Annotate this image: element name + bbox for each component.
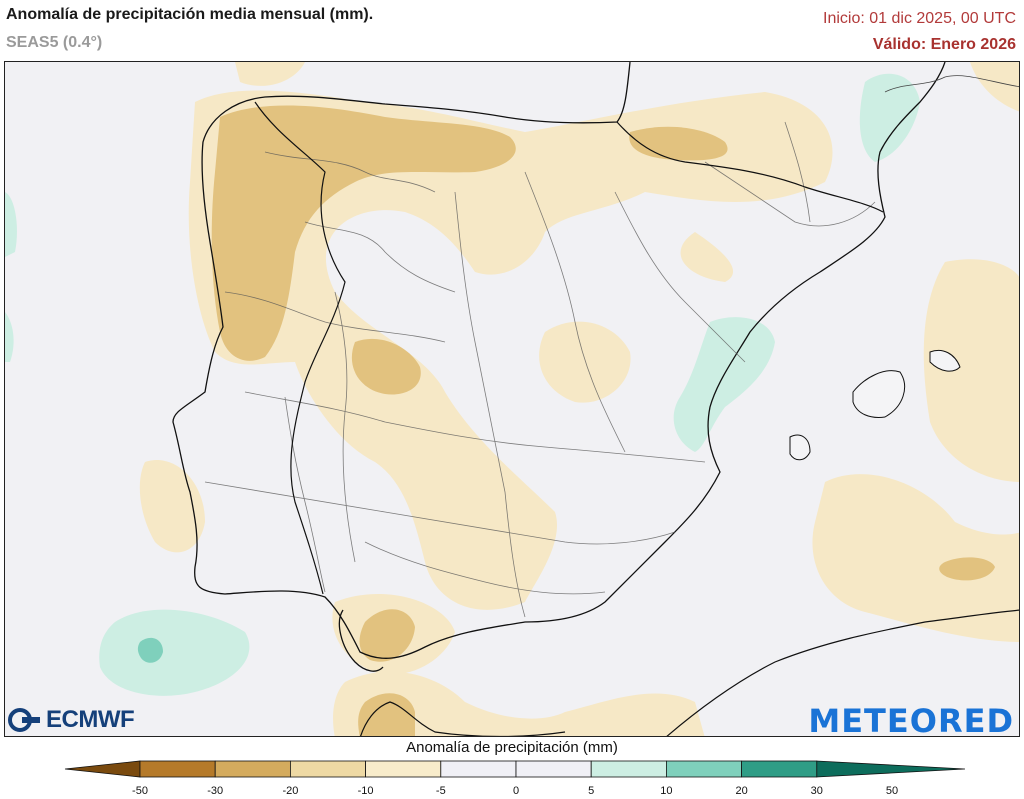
legend-title: Anomalía de precipitación (mm) — [406, 739, 618, 756]
valid-period: Válido: Enero 2026 — [872, 36, 1016, 53]
colorbar-tick-label: -5 — [436, 785, 446, 797]
colorbar-tick-label: 5 — [588, 785, 594, 797]
color-bar: -50 -30 -20 -10 -5 0 5 10 20 30 50 — [64, 760, 966, 797]
init-time: Inicio: 01 dic 2025, 00 UTC — [823, 10, 1016, 27]
colorbar-tick-label: -50 — [132, 785, 148, 797]
meteored-logo: METEORED — [808, 702, 1014, 740]
province-borders — [204, 121, 876, 618]
colorbar-tick-label: 20 — [735, 785, 747, 797]
ecmwf-logo: ECMWF — [8, 706, 135, 734]
colorbar-tick-label: 30 — [811, 785, 823, 797]
france-coast — [884, 75, 1019, 93]
ecmwf-mark-icon — [8, 708, 40, 732]
colorbar-segment — [440, 760, 517, 778]
colorbar-tick-label: -10 — [358, 785, 374, 797]
colorbar-segment — [666, 760, 743, 778]
colorbar-tick-label: -20 — [282, 785, 298, 797]
anomaly-map — [5, 62, 1019, 736]
balearic-islands — [789, 349, 961, 461]
colorbar-segment — [365, 760, 442, 778]
colorbar-segment — [139, 760, 216, 778]
colorbar-segment — [214, 760, 291, 778]
colorbar-segment — [515, 760, 592, 778]
colorbar-arrow-left — [64, 760, 141, 778]
colorbar-tick-label: 10 — [660, 785, 672, 797]
map-panel — [4, 61, 1020, 737]
coastline — [172, 62, 946, 672]
north-africa-coast — [360, 609, 1019, 736]
colorbar-segment — [741, 760, 818, 778]
colorbar-tick-label: 0 — [513, 785, 519, 797]
portugal-border — [254, 101, 346, 595]
anomaly-medium-negative — [211, 105, 995, 736]
colorbar-segment — [590, 760, 667, 778]
colorbar-segment — [289, 760, 366, 778]
colorbar-tick-label: 50 — [886, 785, 898, 797]
map-title: Anomalía de precipitación media mensual … — [6, 6, 374, 23]
ecmwf-logo-text: ECMWF — [46, 706, 135, 733]
france-border — [616, 121, 884, 213]
colorbar-arrow-right — [816, 760, 966, 778]
colorbar-tick-label: -30 — [207, 785, 223, 797]
model-subtitle: SEAS5 (0.4°) — [6, 34, 103, 51]
anomaly-positive — [5, 73, 920, 696]
